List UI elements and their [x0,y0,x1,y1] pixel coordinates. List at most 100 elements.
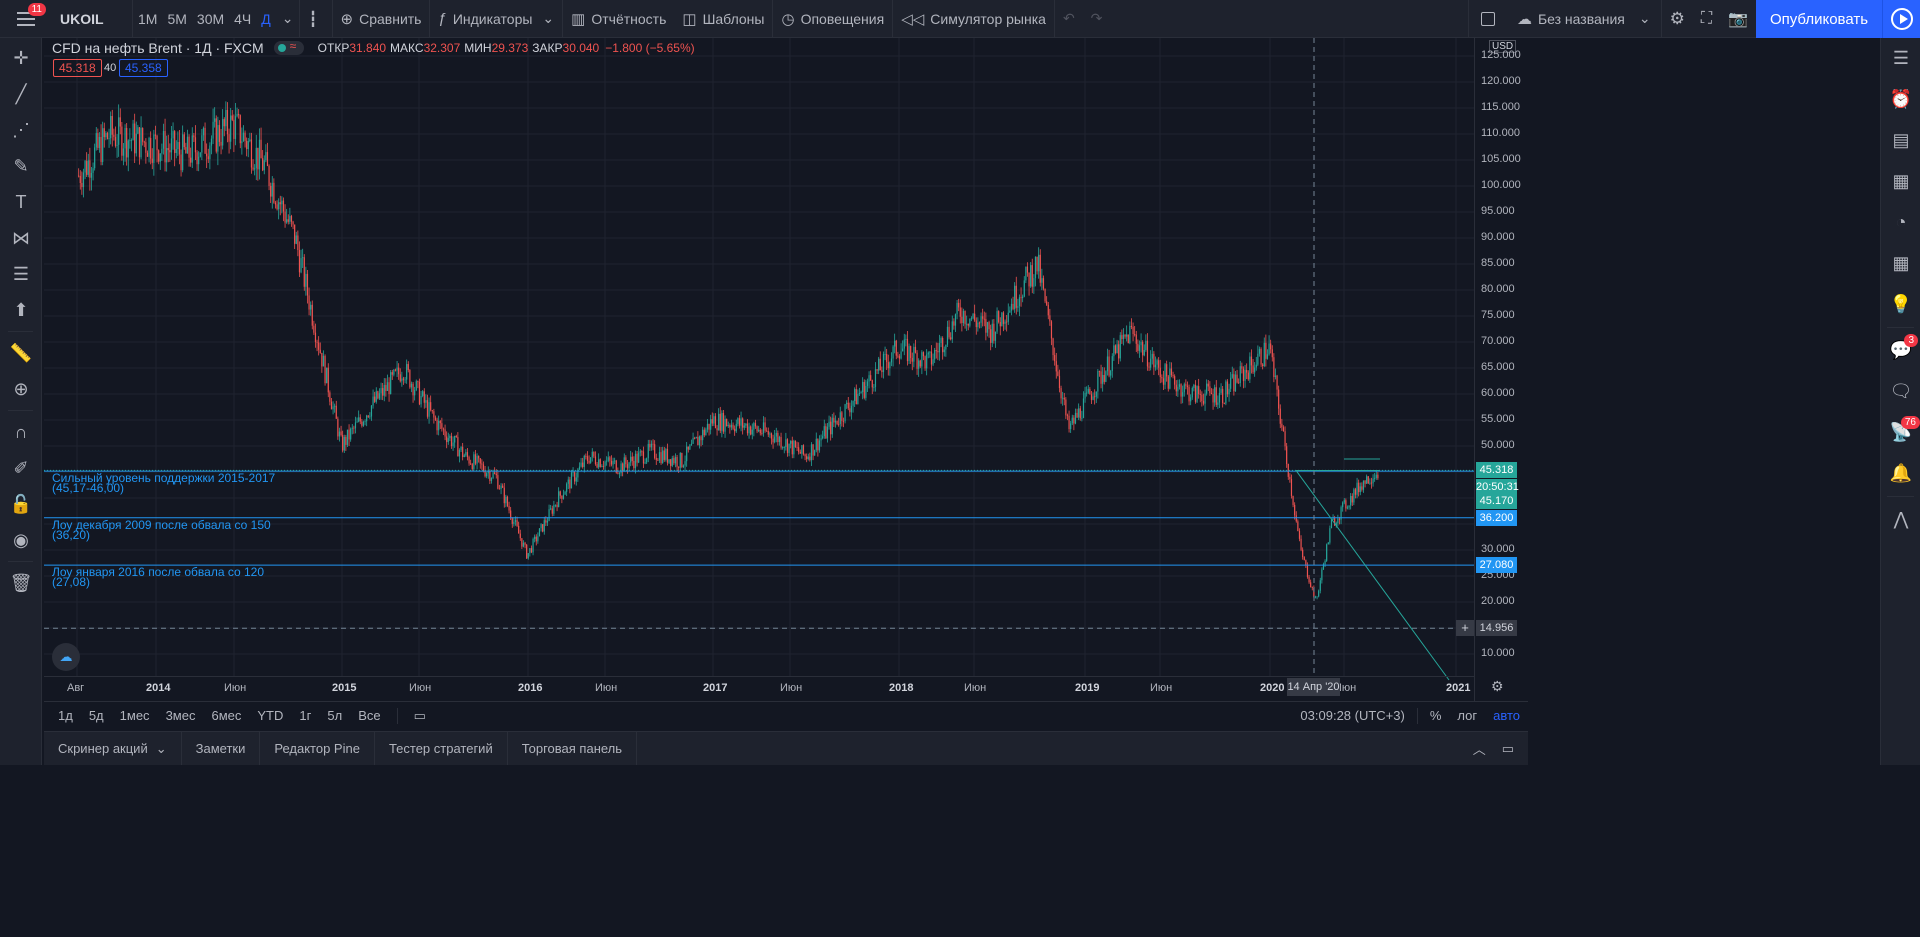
candle [1142,340,1144,363]
tab-pine-editor[interactable]: Редактор Pine [260,731,375,766]
range-1y[interactable]: 1г [299,708,312,723]
calendar-pie-button[interactable]: ◔ [1881,202,1920,243]
annotation-low-2009[interactable]: Лоу декабря 2009 после обвала со 150 (36… [52,519,271,541]
candle [1153,351,1155,375]
percent-toggle[interactable]: % [1429,708,1442,723]
hide-tool[interactable]: ◉ [0,522,42,558]
watchlist-button[interactable]: ☰ [1881,38,1920,79]
stay-drawing-tool[interactable]: ✐ [0,450,42,486]
replay-play-button[interactable] [1882,0,1920,38]
ideas-button[interactable]: 💡 [1881,284,1920,325]
magnet-tool[interactable]: ∩ [0,414,42,450]
layout-select-button[interactable] [1469,0,1507,38]
fullscreen-button[interactable]: ⛶ [1693,0,1720,38]
annotation-support-2015[interactable]: Сильный уровень поддержки 2015-2017 (45,… [52,472,275,494]
interval-5m[interactable]: 5M [167,10,187,27]
maximize-panel-button[interactable]: ▭ [1498,741,1528,757]
add-alert-plus-button[interactable]: + [1456,620,1474,636]
settings-button[interactable]: ⚙ [1662,0,1693,38]
range-1m[interactable]: 1мес [119,708,150,723]
crosshair-tool[interactable]: ✛ [0,40,42,76]
tab-stock-screener[interactable]: Скринер акций ⌄ [44,731,182,766]
range-5d[interactable]: 5д [88,708,104,723]
data-window-button[interactable]: ▤ [1881,120,1920,161]
templates-button[interactable]: ◫ Шаблоны [674,0,772,38]
tradingview-logo[interactable]: ☁ [52,643,80,671]
range-3m[interactable]: 3мес [165,708,196,723]
candle-body [1082,398,1085,418]
range-5y[interactable]: 5л [327,708,343,723]
icons-tool[interactable]: ⬆ [0,292,42,328]
annotation-low-2016[interactable]: Лоу января 2016 после обвала со 120 (27,… [52,566,264,588]
undo-button[interactable]: ↶ [1055,0,1083,38]
lock-tool[interactable]: 🔓 [0,486,42,522]
tab-notes[interactable]: Заметки [182,731,261,766]
candle [1345,498,1347,512]
prediction-tool[interactable]: ☰ [0,256,42,292]
candle-body [337,418,339,437]
candle [367,415,369,419]
alerts-panel-button[interactable]: ⏰ [1881,79,1920,120]
candle-body [770,433,773,439]
candle [522,540,525,548]
remove-drawings-tool[interactable]: 🗑 [0,565,42,601]
private-chats-button[interactable]: 🗨 [1881,371,1920,412]
pattern-tool[interactable]: ⋈ [0,220,42,256]
candle-body [671,458,673,466]
hotlist-button[interactable]: ▦ [1881,161,1920,202]
log-toggle[interactable]: лог [1457,708,1478,723]
calendar-button[interactable]: ▦ [1881,243,1920,284]
chart-style-button[interactable]: ┇ [300,0,331,38]
price-axis[interactable]: USD 125.000 120.000 115.000 110.000 105.000 1… [1474,38,1528,701]
order-panel-button[interactable]: ⋀ [1881,499,1920,540]
divider [429,0,431,38]
collapse-panel-button[interactable]: ︿ [1461,739,1498,758]
ruler-tool[interactable]: 📏 [0,335,42,371]
text-tool[interactable]: T [0,184,42,220]
publish-button[interactable]: Опубликовать [1756,0,1882,38]
candle-body [711,419,713,424]
replay-button[interactable]: ◁◁ Симулятор рынка [893,0,1054,38]
candle-body [516,520,518,526]
indicators-button[interactable]: ƒ Индикаторы ⌄ [430,0,562,38]
time-axis[interactable]: Авг 2014 Июн 2015 Июн 2016 Июн 2017 Июн 2018 Июн 20… [44,676,1474,701]
trendline-tool[interactable]: ╱ [0,76,42,112]
chats-button[interactable]: 💬 3 [1881,330,1920,371]
financials-button[interactable]: ▥ Отчётность [563,0,674,38]
chart-pane[interactable]: CFD на нефть Brent · 1Д · FXCM ОТКР31.84… [44,38,1528,726]
interval-dropdown[interactable]: ⌄ [276,0,300,38]
clock-time[interactable]: 03:09:28 (UTC+3) [1300,708,1405,723]
layout-name-button[interactable]: ☁ Без названия ⌄ [1507,0,1661,38]
range-ytd[interactable]: YTD [257,708,284,723]
sell-price[interactable]: 45.318 [53,59,102,77]
brush-tool[interactable]: ✎ [0,148,42,184]
menu-button[interactable]: 11 [0,0,52,38]
redo-button[interactable]: ↷ [1083,0,1111,38]
snapshot-button[interactable]: 📷 [1720,0,1756,38]
symbol-search[interactable]: UKOIL [60,10,104,27]
trend-line[interactable] [1295,470,1450,681]
range-all[interactable]: Все [358,708,381,723]
axis-settings-button[interactable]: ⚙ [1491,678,1504,695]
compare-button[interactable]: ⊕ Сравнить [333,0,430,38]
interval-4h[interactable]: 4Ч [234,10,252,27]
price-chart[interactable] [44,38,1528,701]
candle-body [1102,375,1104,384]
candle [375,387,377,404]
interval-1m[interactable]: 1M [138,10,158,27]
zoom-tool[interactable]: ⊕ [0,371,42,407]
tab-strategy-tester[interactable]: Тестер стратегий [375,731,508,766]
range-6m[interactable]: 6мес [211,708,242,723]
streams-button[interactable]: 📡 76 [1881,412,1920,453]
auto-toggle[interactable]: авто [1493,708,1520,723]
go-to-date-button[interactable]: ▭ [406,708,434,724]
interval-1d[interactable]: Д [261,10,271,27]
alerts-button[interactable]: ◷ Оповещения [773,0,892,38]
tab-trading-panel[interactable]: Торговая панель [508,731,638,766]
interval-30m[interactable]: 30M [196,10,225,27]
notifications-button[interactable]: 🔔 [1881,453,1920,494]
buy-price[interactable]: 45.358 [119,59,168,77]
range-1d[interactable]: 1д [58,708,73,723]
candle-body [545,520,547,523]
fib-tool[interactable]: ⋰ [0,112,42,148]
